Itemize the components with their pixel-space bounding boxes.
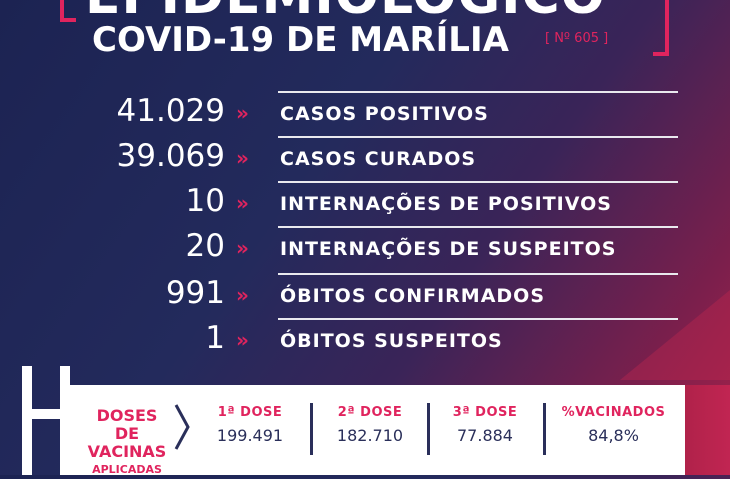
stat-row-internacoes-suspeitos: 20 » INTERNAÇÕES DE SUSPEITOS (0, 226, 730, 271)
double-chevron-icon: » (236, 146, 249, 170)
stat-value: 1 (205, 320, 225, 356)
h-bracket-left-bar (22, 366, 32, 475)
vaccine-col-label: %VACINADOS (561, 405, 666, 420)
h-bracket-right-bar (60, 366, 70, 475)
stat-row-internacoes-positivos: 10 » INTERNAÇÕES DE POSITIVOS (0, 181, 730, 226)
vaccine-heading-line3: APLICADAS (92, 463, 162, 476)
stat-row-obitos-suspeitos: 1 » ÓBITOS SUSPEITOS (0, 318, 730, 363)
title-bracket-left (60, 0, 76, 22)
vaccine-col-percent: %VACINADOS 84,8% (551, 405, 676, 445)
double-chevron-icon: » (236, 101, 249, 125)
double-chevron-icon: » (236, 236, 249, 260)
vaccine-col-value: 182.710 (336, 426, 404, 445)
row-divider (278, 91, 678, 93)
stat-label: INTERNAÇÕES DE POSITIVOS (280, 193, 612, 215)
stat-label: ÓBITOS CONFIRMADOS (280, 285, 546, 307)
stat-label: CASOS CURADOS (280, 148, 477, 170)
double-chevron-icon: » (236, 191, 249, 215)
vaccine-col-label: 2ª DOSE (337, 405, 403, 420)
edition-number: [ Nº 605 ] (545, 31, 609, 46)
decorative-glow (620, 290, 730, 380)
double-chevron-icon: » (236, 328, 249, 352)
vaccine-heading-line1: DOSES DE (96, 406, 158, 443)
stat-value: 39.069 (116, 138, 225, 174)
vaccine-heading: DOSES DE VACINAS APLICADAS (82, 407, 172, 479)
vaccine-col-dose3: 3ª DOSE 77.884 (430, 405, 540, 445)
stat-value: 20 (185, 228, 225, 264)
row-divider (278, 136, 678, 138)
stat-value: 991 (165, 275, 225, 311)
chevron-right-icon (174, 404, 190, 450)
column-separator (310, 403, 313, 455)
row-divider (278, 226, 678, 228)
vaccine-col-value: 84,8% (588, 426, 639, 445)
stat-row-casos-positivos: 41.029 » CASOS POSITIVOS (0, 91, 730, 136)
decorative-corner (685, 385, 730, 475)
row-divider (278, 273, 678, 275)
stat-label: CASOS POSITIVOS (280, 103, 489, 125)
vaccine-panel: DOSES DE VACINAS APLICADAS 1ª DOSE 199.4… (70, 385, 685, 476)
column-separator (427, 403, 430, 455)
vaccine-col-label: 1ª DOSE (217, 405, 283, 420)
bulletin-subtitle: COVID-19 DE MARÍLIA (92, 20, 509, 60)
stat-label: ÓBITOS SUSPEITOS (280, 330, 503, 352)
title-bracket-right (653, 0, 669, 56)
stat-label: INTERNAÇÕES DE SUSPEITOS (280, 238, 617, 260)
stat-value: 10 (185, 183, 225, 219)
bulletin-title: EPIDEMIOLÓGICO (85, 0, 606, 26)
stat-row-obitos-confirmados: 991 » ÓBITOS CONFIRMADOS (0, 273, 730, 318)
column-separator (543, 403, 546, 455)
h-bracket-crossbar (22, 409, 70, 419)
double-chevron-icon: » (236, 283, 249, 307)
vaccine-col-value: 199.491 (216, 426, 284, 445)
vaccine-col-label: 3ª DOSE (452, 405, 518, 420)
row-divider (278, 318, 678, 320)
vaccine-col-dose2: 2ª DOSE 182.710 (315, 405, 425, 445)
row-divider (278, 181, 678, 183)
vaccine-col-dose1: 1ª DOSE 199.491 (195, 405, 305, 445)
vaccine-col-value: 77.884 (457, 426, 513, 445)
stat-row-casos-curados: 39.069 » CASOS CURADOS (0, 136, 730, 181)
stat-value: 41.029 (116, 93, 225, 129)
vaccine-heading-line2: VACINAS (87, 442, 167, 461)
